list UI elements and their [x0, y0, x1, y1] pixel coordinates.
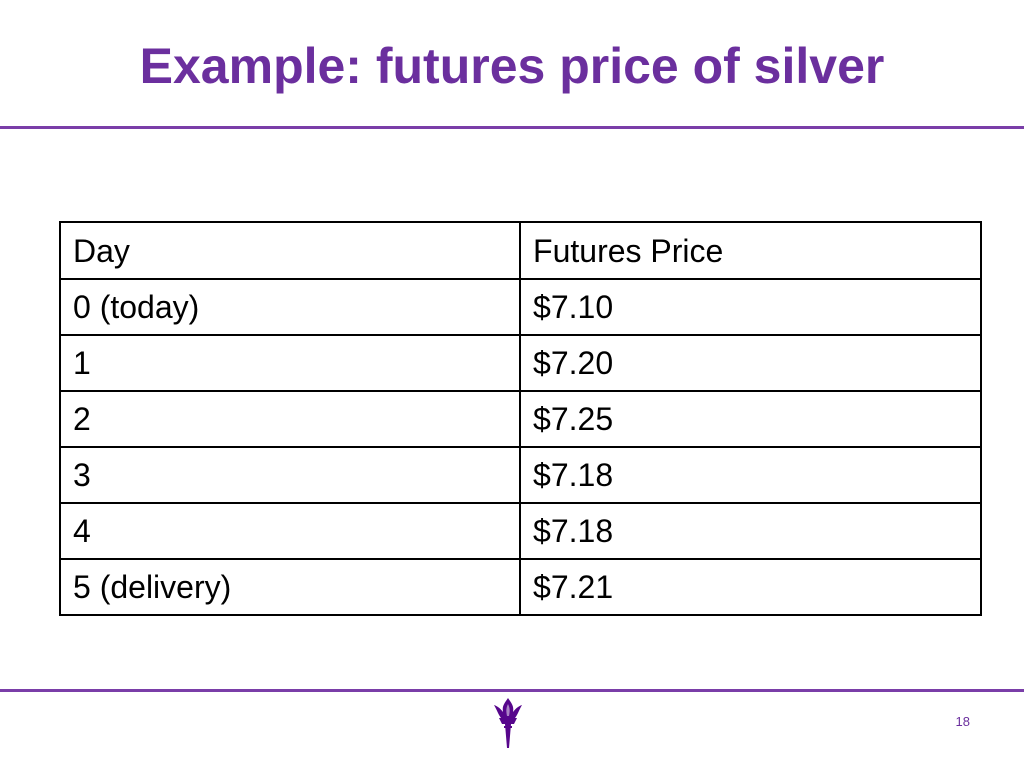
- table-row: 0 (today) $7.10: [58, 278, 982, 336]
- table-cell-day: 1: [58, 334, 522, 392]
- table-cell-price: $7.18: [519, 446, 982, 504]
- table-header-row: Day Futures Price: [58, 221, 982, 280]
- torch-icon: [494, 698, 522, 748]
- page-number: 18: [955, 714, 970, 729]
- table-cell-day: 2: [58, 390, 522, 448]
- table-header-cell: Futures Price: [519, 221, 982, 280]
- table-cell-price: $7.20: [519, 334, 982, 392]
- table-header-cell: Day: [58, 221, 522, 280]
- slide-title: Example: futures price of silver: [139, 38, 885, 94]
- table-cell-day: 5 (delivery): [58, 558, 522, 616]
- table-row: 4 $7.18: [58, 502, 982, 560]
- table-row: 5 (delivery) $7.21: [58, 558, 982, 616]
- table-row: 3 $7.18: [58, 446, 982, 504]
- table-cell-price: $7.25: [519, 390, 982, 448]
- table-cell-day: 0 (today): [58, 278, 522, 336]
- bottom-divider: [0, 689, 1024, 692]
- table-cell-price: $7.18: [519, 502, 982, 560]
- futures-price-table: Day Futures Price 0 (today) $7.10 1 $7.2…: [58, 221, 982, 616]
- table-row: 1 $7.20: [58, 334, 982, 392]
- table-cell-day: 3: [58, 446, 522, 504]
- table-cell-day: 4: [58, 502, 522, 560]
- top-divider: [0, 126, 1024, 129]
- table-cell-price: $7.10: [519, 278, 982, 336]
- table-cell-price: $7.21: [519, 558, 982, 616]
- table-row: 2 $7.25: [58, 390, 982, 448]
